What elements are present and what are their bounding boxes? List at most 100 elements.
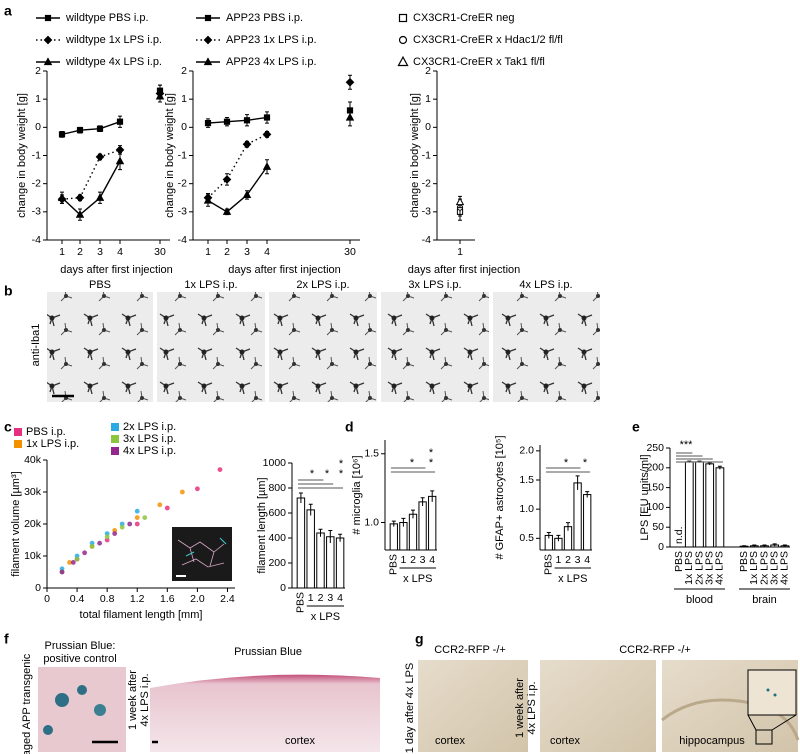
bar <box>428 495 437 551</box>
legend-marker <box>397 55 409 67</box>
data-point <box>112 531 118 536</box>
panel-label: a <box>4 3 12 19</box>
error-bar <box>391 520 396 527</box>
data-point <box>127 521 133 527</box>
data-point <box>134 521 140 527</box>
image-label: 1 week after <box>127 670 139 730</box>
image-label: 1 day after 4x LPS <box>404 663 416 754</box>
micrograph-title: 2x LPS i.p. <box>296 279 349 291</box>
x-tick-label: 2x LPS <box>758 551 770 585</box>
image-title: positive control <box>43 653 116 665</box>
x-tick-label: 1 <box>205 246 211 258</box>
series-line <box>61 149 121 200</box>
image-title: Prussian Blue <box>234 646 302 658</box>
data-point <box>263 114 271 121</box>
y-tick-label: -2 <box>32 177 41 189</box>
y-tick-label: -3 <box>422 206 431 218</box>
significance-mark: *** <box>680 439 694 451</box>
legend-label: CX3CR1-CreER x Tak1 fl/fl <box>413 56 545 68</box>
legend-label: APP23 PBS i.p. <box>226 12 303 24</box>
stain-label: anti-Iba1 <box>30 324 42 367</box>
micrograph-title: PBS <box>89 279 111 291</box>
significance-mark: * <box>339 468 344 480</box>
legend-label: APP23 4x LPS i.p. <box>226 56 317 68</box>
legend-swatch <box>111 423 119 431</box>
bar <box>695 461 704 548</box>
bar <box>326 536 335 589</box>
data-point <box>345 112 355 121</box>
bar <box>573 482 582 551</box>
x-tick-label: 1x LPS <box>683 551 695 585</box>
x-tick-label: 1 <box>457 246 463 258</box>
legend-label: 2x LPS i.p. <box>123 421 176 433</box>
data-point <box>58 131 66 138</box>
bar <box>583 494 592 551</box>
legend-label: CX3CR1-CreER x Hdac1/2 fl/fl <box>413 34 563 46</box>
series-line <box>207 116 268 124</box>
region-label: cortex <box>435 735 465 747</box>
data-point <box>104 534 110 540</box>
error-bar <box>298 492 303 503</box>
region-label: hippocampus <box>679 735 745 747</box>
data-point <box>57 193 67 201</box>
data-point <box>242 190 252 199</box>
y-tick-label: 0 <box>35 582 41 594</box>
data-point <box>262 130 272 139</box>
x-tick-label: 1x LPS <box>748 551 760 585</box>
error-bar <box>782 544 787 547</box>
error-bar <box>546 532 551 539</box>
significance-mark: * <box>339 458 344 470</box>
legend-marker <box>398 13 408 23</box>
legend-label: wildtype PBS i.p. <box>65 12 149 24</box>
error-bar <box>318 528 323 537</box>
bar <box>684 461 694 548</box>
legend-label: wildtype 1x LPS i.p. <box>65 34 162 46</box>
bar <box>715 467 725 548</box>
x-tick-label: 3 <box>97 246 103 258</box>
y-tick-label: 1.5 <box>519 474 534 486</box>
y-tick-label: 1 <box>425 93 431 105</box>
y-tick-label: -4 <box>178 234 187 246</box>
image-label: 1 week after <box>514 678 526 738</box>
micrograph <box>157 292 265 402</box>
y-tick-label: 0 <box>425 121 431 133</box>
panel-label: c <box>4 419 12 435</box>
series-line <box>61 121 121 136</box>
significance-mark: * <box>429 457 434 469</box>
y-tick-label: 2 <box>181 65 187 77</box>
x-axis-label: total filament length [mm] <box>80 609 203 621</box>
y-tick-label: 0 <box>658 541 664 553</box>
x-tick-label: 2.4 <box>220 593 235 605</box>
x-axis-label: x LPS <box>403 573 432 585</box>
y-tick-label: 800 <box>268 482 286 494</box>
data-point <box>242 139 252 149</box>
x-tick-label: PBS <box>295 592 307 613</box>
y-tick-label: -4 <box>32 234 41 246</box>
x-tick-label: 0.4 <box>70 593 85 605</box>
y-tick-label: 0 <box>181 121 187 133</box>
y-axis-label: filament length [µm] <box>256 477 268 573</box>
y-tick-label: 1.5 <box>364 448 379 460</box>
legend-marker <box>398 35 408 45</box>
bar <box>296 497 306 589</box>
legend-marker <box>204 14 212 22</box>
legend-marker <box>203 35 213 45</box>
x-tick-label: 4x LPS <box>714 551 726 585</box>
micrograph <box>381 292 489 402</box>
data-point <box>95 152 105 162</box>
legend-label: 4x LPS i.p. <box>123 445 176 457</box>
x-tick-label: 2 <box>410 554 416 566</box>
y-axis-label: # GFAP+ astrocytes [10⁵] <box>494 435 506 559</box>
legend-label: APP23 1x LPS i.p. <box>226 34 317 46</box>
y-tick-label: 40k <box>24 454 42 466</box>
error-bar <box>308 503 313 516</box>
y-tick-label: 100 <box>646 501 664 513</box>
panel-label: e <box>632 419 640 435</box>
y-axis-label: filament volume [µm³] <box>10 471 22 576</box>
x-tick-label: 3 <box>420 554 426 566</box>
y-tick-label: -2 <box>422 177 431 189</box>
image-title: Prussian Blue: <box>45 640 116 652</box>
micrograph <box>493 292 600 402</box>
image-label: aged APP transgenic <box>21 653 33 754</box>
x-tick-label: PBS <box>543 554 555 575</box>
